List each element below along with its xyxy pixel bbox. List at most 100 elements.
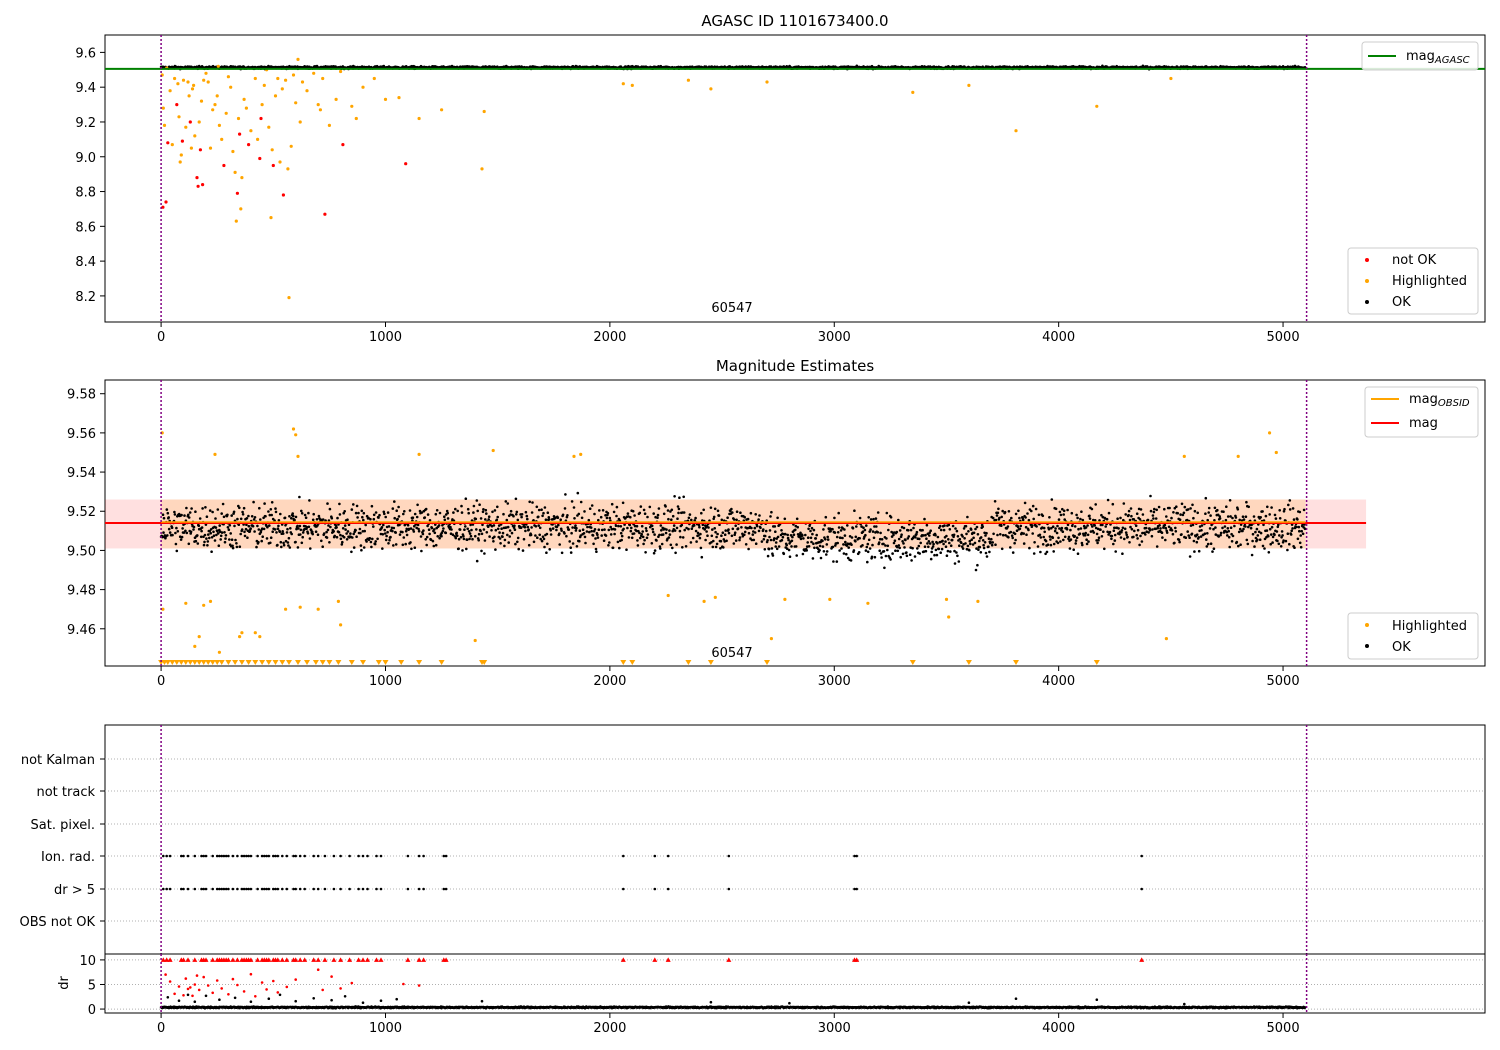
mag-ok-point — [1074, 542, 1077, 545]
mag-ok-point — [1014, 512, 1018, 516]
mag-ok-point — [1038, 533, 1042, 537]
mag-ok-point — [1123, 537, 1126, 541]
mag-ok-point — [784, 532, 787, 536]
mag-ok-point — [909, 528, 913, 532]
mag-ok-point — [1231, 516, 1234, 520]
mag-ok-point — [1189, 507, 1192, 510]
mag-ok-point — [659, 547, 662, 550]
mag-ok-point — [1283, 507, 1286, 511]
mag-ok-point — [351, 536, 354, 539]
agasc-highlighted-point — [482, 109, 486, 114]
mag-ok-point — [866, 550, 870, 554]
mag-ok-point — [1163, 523, 1167, 527]
mag-ok-point — [1175, 505, 1178, 509]
mag-ok-point — [560, 551, 564, 555]
mag-ok-point — [363, 529, 367, 533]
mag-ok-point — [185, 531, 189, 535]
mag-ok-point — [661, 533, 665, 536]
mag-ok-point — [487, 518, 491, 521]
mag-ok-point — [180, 513, 183, 517]
mag-ok-point — [819, 556, 823, 560]
agasc-plot-content: 0 1000 2000 3000 4000 50008.28.48.68.89.09.29… — [75, 35, 1485, 345]
mag-ok-point — [1031, 524, 1034, 527]
mag-ok-point — [242, 506, 246, 510]
mag-ok-point — [1168, 506, 1171, 510]
mag-ok-point — [1090, 507, 1094, 511]
mag-ok-point — [368, 537, 372, 540]
mag-ok-point — [294, 540, 297, 544]
agasc-highlighted-point — [270, 148, 274, 152]
mag-ok-point — [730, 507, 733, 511]
mag-ok-point — [1058, 527, 1061, 530]
mag-ok-point — [1180, 502, 1184, 506]
mag-ok-point — [929, 557, 933, 561]
mag-ok-point — [472, 504, 476, 508]
mag-ok-point — [620, 534, 624, 538]
mag-ok-point — [1022, 542, 1026, 545]
mag-ok-point — [629, 529, 633, 533]
mag-ok-point — [818, 549, 821, 552]
mag-ok-point — [1176, 511, 1179, 515]
mag-ok-point — [957, 560, 961, 563]
mag-ok-point — [311, 530, 314, 534]
mag-ok-point — [671, 514, 675, 518]
mag-ok-point — [1019, 524, 1023, 528]
mag-ok-point — [639, 536, 642, 540]
mag-ok-point — [633, 514, 636, 517]
mag-ok-point — [384, 538, 388, 542]
mag-ok-point — [1132, 535, 1135, 539]
mag-ok-point — [192, 525, 196, 529]
agasc-highlighted-point — [280, 87, 284, 91]
mag-ok-point — [806, 541, 809, 544]
mag-ok-point — [271, 530, 275, 533]
mag-ok-point — [243, 530, 246, 534]
mag-ok-point — [1135, 512, 1139, 515]
mag-ok-point — [942, 528, 946, 532]
mag-ok-point — [1027, 528, 1030, 532]
mag-ok-point — [760, 540, 764, 543]
mag-ok-point — [613, 532, 616, 536]
mag-ok-point — [1054, 507, 1058, 511]
mag-ok-point — [469, 534, 473, 538]
mag-ok-point — [1065, 528, 1069, 531]
mag-ok-point — [771, 554, 775, 557]
mag-ok-point — [1219, 533, 1222, 537]
mag-ok-point — [901, 552, 905, 556]
mag-ok-point — [941, 539, 944, 543]
mag-ok-point — [717, 514, 721, 517]
mag-ok-point — [589, 526, 593, 529]
mag-ok-point — [332, 530, 336, 533]
mag-ok-point — [734, 539, 738, 542]
mag-ok-point — [985, 555, 989, 558]
agasc-legend-label-main: mag — [1406, 49, 1435, 64]
mag-ok-point — [1227, 529, 1230, 533]
mag-ok-point — [190, 507, 193, 510]
mag-ok-point — [221, 502, 225, 506]
mag-ok-point — [770, 510, 773, 514]
agasc-highlighted-point — [262, 83, 266, 87]
mag-ok-point — [339, 533, 342, 537]
agasc-ytick-label-9.2: 9.2 — [75, 116, 96, 131]
mag-ok-point — [776, 535, 780, 539]
mag-ok-point — [290, 517, 293, 520]
mag-ok-point — [1301, 532, 1305, 536]
mag-ok-point — [362, 546, 366, 549]
mag-ok-point — [924, 549, 928, 553]
agasc-highlighted-point — [383, 97, 388, 101]
mag-ok-point — [1106, 498, 1110, 502]
mag-ok-point — [1170, 529, 1174, 532]
mag-ok-point — [1252, 515, 1256, 518]
mag-ok-point — [811, 532, 814, 536]
mag-ok-point — [853, 509, 856, 512]
mag-ok-point — [657, 507, 661, 510]
mag-ok-point — [321, 545, 325, 548]
mag-ok-point — [1256, 538, 1259, 541]
mag-ok-point — [311, 518, 315, 522]
mag-ok-point — [635, 524, 639, 528]
mag-ok-point — [788, 555, 792, 558]
mag-ok-point — [677, 511, 680, 515]
mag-ok-point — [773, 537, 776, 540]
mag-ok-point — [496, 515, 500, 519]
agasc-highlighted-point — [176, 82, 180, 86]
mag-ok-point — [1061, 530, 1065, 533]
